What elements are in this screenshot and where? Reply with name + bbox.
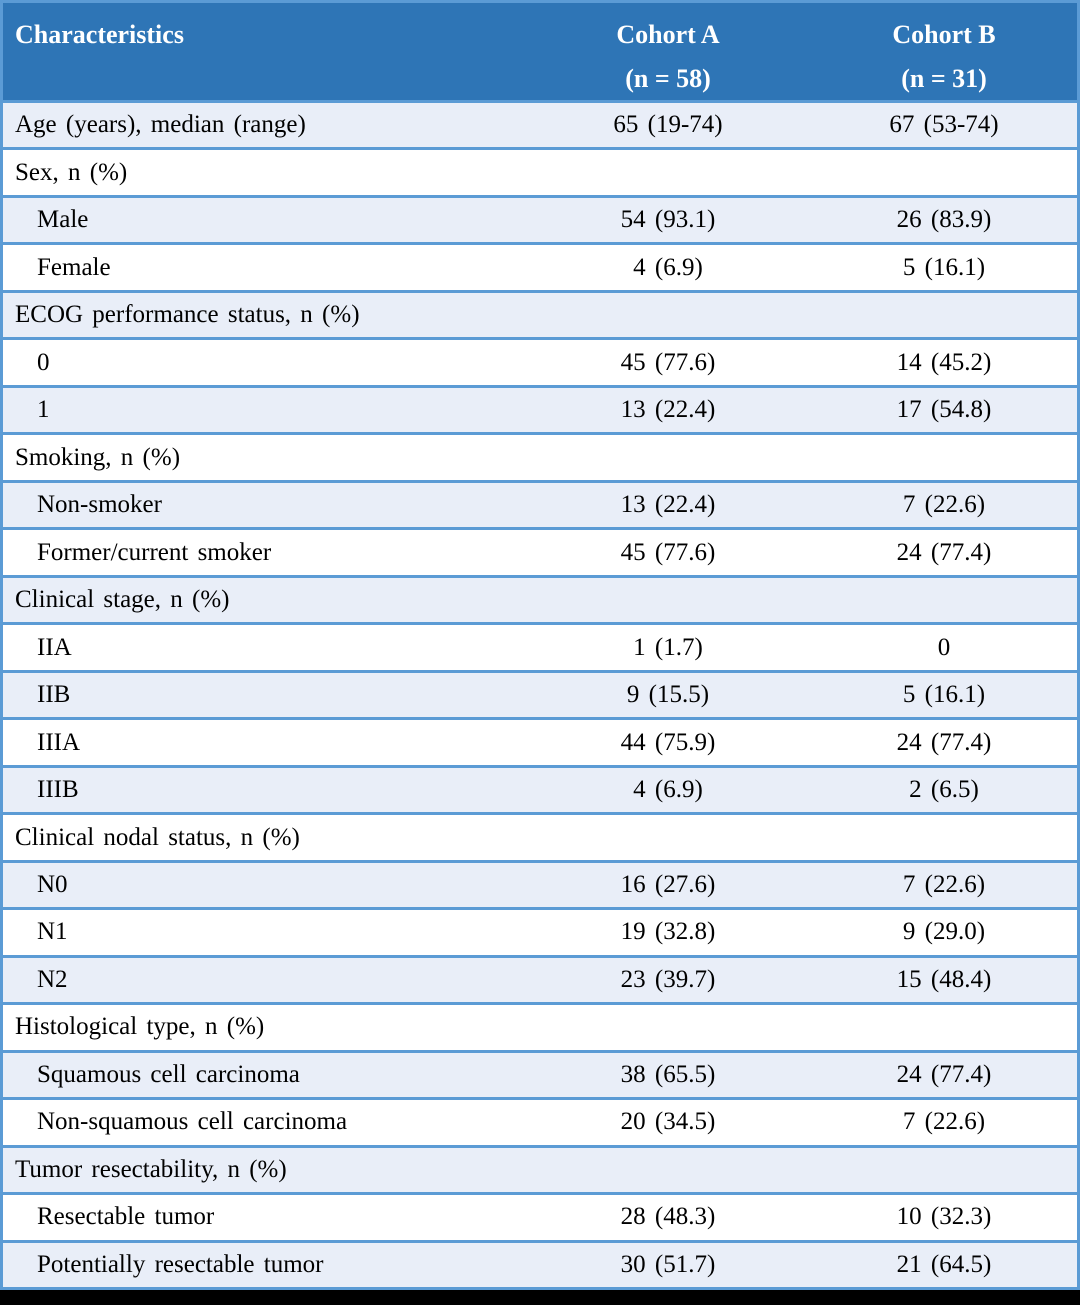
cohort-b-n: (n = 31) [901, 64, 987, 93]
cohort-a-value: 4 (6.9) [633, 253, 703, 281]
cohort-a-value: 1 (1.7) [633, 633, 703, 661]
cohort-a-n: (n = 58) [625, 64, 711, 93]
row-label: N2 [37, 965, 68, 993]
cohort-a-value: 4 (6.9) [633, 776, 703, 804]
table-row: Male 54 (93.1) 26 (83.9) [3, 197, 1077, 246]
row-label: N1 [37, 918, 68, 946]
table-row: IIB 9 (15.5) 5 (16.1) [3, 672, 1077, 721]
table-row: N1 19 (32.8) 9 (29.0) [3, 910, 1077, 958]
header-characteristics-label: Characteristics [15, 20, 184, 49]
cohort-b-value: 17 (54.8) [896, 396, 992, 424]
cohort-a-value: 38 (65.5) [620, 1060, 716, 1088]
header-cohort-a: Cohort A (n = 58) [503, 3, 833, 100]
cohort-b-value: 2 (6.5) [909, 776, 979, 804]
cohort-b-value: 5 (16.1) [902, 681, 986, 709]
table-body: Age (years), median (range) 65 (19-74) 67 … [3, 103, 1077, 1288]
cohort-b-value: 26 (83.9) [896, 206, 992, 234]
row-label: Sex, n (%) [15, 158, 128, 186]
table-row: 1 13 (22.4) 17 (54.8) [3, 387, 1077, 436]
cohort-a-value: 30 (51.7) [620, 1250, 716, 1278]
table-row: Age (years), median (range) 65 (19-74) 67 … [3, 103, 1077, 151]
row-label: Potentially resectable tumor [37, 1250, 324, 1278]
row-label: Former/current smoker [37, 538, 272, 566]
cohort-a-value: 19 (32.8) [620, 918, 716, 946]
section-header-row: ECOG performance status, n (%) [3, 292, 1077, 341]
cohort-b-value: 5 (16.1) [902, 253, 986, 281]
row-label: ECOG performance status, n (%) [15, 301, 360, 329]
table-row: IIA 1 (1.7) 0 [3, 625, 1077, 673]
row-label: N0 [37, 870, 68, 898]
table-row: IIIA 44 (75.9) 24 (77.4) [3, 720, 1077, 768]
cohort-a-value: 9 (15.5) [626, 681, 710, 709]
cohort-b-value: 7 (22.6) [902, 491, 986, 519]
table-row: Female 4 (6.9) 5 (16.1) [3, 245, 1077, 293]
header-cohort-b: Cohort B (n = 31) [833, 3, 1077, 100]
section-header-row: Histological type, n (%) [3, 1005, 1077, 1053]
row-label: Age (years), median (range) [15, 111, 306, 139]
cohort-b-value: 9 (29.0) [902, 918, 986, 946]
cohort-b-title: Cohort B [892, 20, 996, 49]
row-label: Female [37, 253, 111, 281]
section-header-row: Clinical nodal status, n (%) [3, 815, 1077, 863]
row-label: Resectable tumor [37, 1203, 215, 1231]
cohort-a-value: 28 (48.3) [620, 1203, 716, 1231]
cohort-a-value: 45 (77.6) [620, 348, 716, 376]
row-label: Smoking, n (%) [15, 443, 181, 471]
cohort-b-value: 15 (48.4) [896, 965, 992, 993]
row-label: Non-squamous cell carcinoma [37, 1108, 348, 1136]
cohort-a-value: 13 (22.4) [620, 491, 716, 519]
table-row: Former/current smoker 45 (77.6) 24 (77.4) [3, 530, 1077, 578]
cohort-b-value: 14 (45.2) [896, 348, 992, 376]
cohort-a-value: 65 (19-74) [613, 111, 723, 139]
row-label: Non-smoker [37, 491, 162, 519]
row-label: IIIB [37, 776, 79, 804]
cohort-b-value: 10 (32.3) [896, 1203, 992, 1231]
section-header-row: Sex, n (%) [3, 150, 1077, 198]
cohort-b-value: 24 (77.4) [896, 728, 992, 756]
row-label: IIIA [37, 728, 81, 756]
section-header-row: Tumor resectability, n (%) [3, 1147, 1077, 1196]
cohort-b-value: 0 [937, 633, 951, 661]
row-label: Male [37, 206, 89, 234]
section-header-row: Clinical stage, n (%) [3, 577, 1077, 626]
row-label: Clinical stage, n (%) [15, 586, 230, 614]
table-row: 0 45 (77.6) 14 (45.2) [3, 340, 1077, 388]
row-label: 1 [37, 396, 50, 424]
row-label: IIB [37, 681, 71, 709]
header-characteristics: Characteristics [3, 3, 503, 100]
table-row: N2 23 (39.7) 15 (48.4) [3, 957, 1077, 1006]
cohort-a-value: 54 (93.1) [620, 206, 716, 234]
cohort-b-value: 7 (22.6) [902, 870, 986, 898]
row-label: Clinical nodal status, n (%) [15, 823, 300, 851]
cohort-b-value: 7 (22.6) [902, 1108, 986, 1136]
table-row: IIIB 4 (6.9) 2 (6.5) [3, 767, 1077, 816]
cohort-b-value: 24 (77.4) [896, 1060, 992, 1088]
cohort-b-value: 21 (64.5) [896, 1250, 992, 1278]
cohort-a-value: 23 (39.7) [620, 965, 716, 993]
section-header-row: Smoking, n (%) [3, 435, 1077, 483]
cohort-a-value: 20 (34.5) [620, 1108, 716, 1136]
cohort-a-value: 45 (77.6) [620, 538, 716, 566]
table-row: Potentially resectable tumor 30 (51.7) 21 … [3, 1242, 1077, 1288]
table-row: Non-squamous cell carcinoma 20 (34.5) 7 (2… [3, 1100, 1077, 1148]
table-row: Non-smoker 13 (22.4) 7 (22.6) [3, 482, 1077, 531]
table-header-row: Characteristics Cohort A (n = 58) Cohort… [3, 3, 1077, 103]
bottom-bar [0, 1290, 1080, 1305]
cohort-a-value: 44 (75.9) [620, 728, 716, 756]
row-label: IIA [37, 633, 72, 661]
table-row: Squamous cell carcinoma 38 (65.5) 24 (77.4… [3, 1052, 1077, 1101]
row-label: Squamous cell carcinoma [37, 1060, 300, 1088]
cohort-a-value: 16 (27.6) [620, 870, 716, 898]
table-row: N0 16 (27.6) 7 (22.6) [3, 862, 1077, 911]
row-label: Tumor resectability, n (%) [15, 1155, 287, 1183]
cohort-a-value: 13 (22.4) [620, 396, 716, 424]
table-row: Resectable tumor 28 (48.3) 10 (32.3) [3, 1195, 1077, 1243]
cohort-b-value: 24 (77.4) [896, 538, 992, 566]
cohort-b-value: 67 (53-74) [889, 111, 999, 139]
row-label: 0 [37, 348, 50, 376]
cohort-a-title: Cohort A [616, 20, 720, 49]
row-label: Histological type, n (%) [15, 1013, 265, 1041]
